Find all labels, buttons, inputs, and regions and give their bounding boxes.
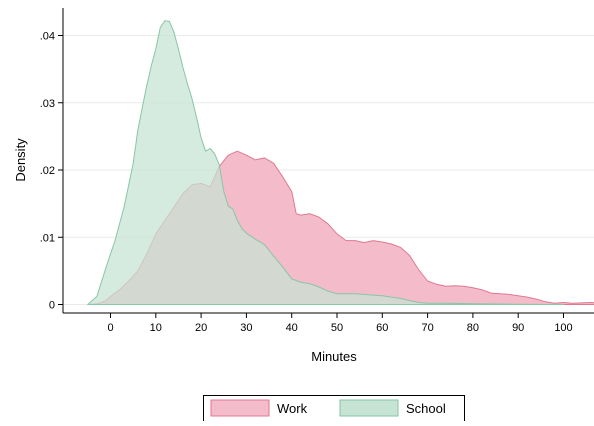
y-tick-label-4: .04 bbox=[40, 31, 55, 43]
x-tick-label-7: 70 bbox=[421, 322, 433, 334]
legend-label-work: Work bbox=[277, 401, 308, 416]
axis-layer bbox=[62, 8, 594, 314]
y-tick-label-3: .03 bbox=[40, 98, 55, 110]
series-layer bbox=[87, 20, 594, 305]
x-tick-label-3: 30 bbox=[240, 322, 252, 334]
legend-frame bbox=[203, 395, 465, 421]
x-tick-layer: 0102030405060708090100110120 bbox=[107, 313, 573, 334]
y-tick-label-2: .02 bbox=[40, 165, 55, 177]
y-tick-layer: 0 .01 .02 .03 .04 bbox=[40, 31, 63, 312]
legend-swatch-work bbox=[210, 399, 270, 417]
x-tick-label-2: 20 bbox=[195, 322, 207, 334]
legend: Work School bbox=[203, 395, 465, 421]
x-tick-label-10: 100 bbox=[554, 322, 572, 334]
x-tick-label-5: 50 bbox=[331, 322, 343, 334]
x-tick-label-8: 80 bbox=[467, 322, 479, 334]
legend-swatch-school bbox=[339, 399, 399, 417]
x-tick-label-6: 60 bbox=[376, 322, 388, 334]
y-axis-title: Density bbox=[13, 138, 28, 182]
x-tick-label-1: 10 bbox=[150, 322, 162, 334]
x-tick-label-4: 40 bbox=[286, 322, 298, 334]
x-axis-title: Minutes bbox=[311, 349, 357, 364]
y-tick-label-0: 0 bbox=[49, 300, 55, 312]
y-tick-label-1: .01 bbox=[40, 232, 55, 244]
series-area-school bbox=[87, 20, 564, 305]
legend-label-school: School bbox=[406, 401, 446, 416]
x-tick-label-0: 0 bbox=[107, 322, 113, 334]
x-tick-label-9: 90 bbox=[512, 322, 524, 334]
